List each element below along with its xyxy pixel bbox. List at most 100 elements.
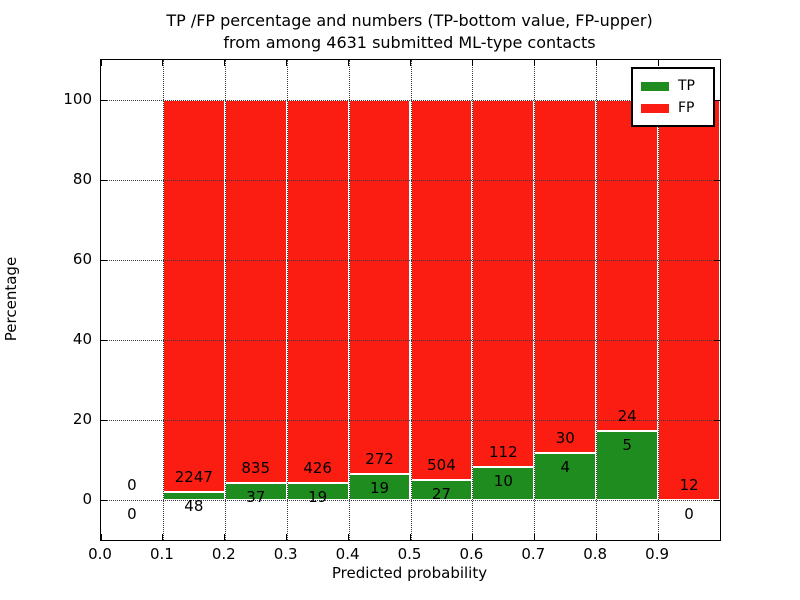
x-gridline [472, 60, 474, 540]
x-tick-bottom [595, 534, 597, 540]
x-tick-label: 0.5 [397, 545, 422, 563]
tp-count-label: 27 [431, 484, 451, 503]
x-gridline [410, 60, 412, 540]
x-axis-label: Predicted probability [331, 564, 488, 582]
fp-count-label: 12 [679, 476, 699, 494]
annotations-layer: 0 0 2247 48 835 37 426 19 272 19 504 27 112 10 30 4 24 5 1… [101, 60, 720, 540]
y-tick-left [101, 339, 107, 341]
x-tick-top [410, 60, 411, 66]
y-tick-label: 80 [72, 170, 92, 188]
chart-title: TP /FP percentage and numbers (TP-bottom… [100, 10, 719, 54]
fp-count-label: 24 [617, 407, 637, 426]
fp-count-label: 30 [555, 428, 575, 447]
x-tick-top [533, 60, 535, 66]
x-tick-top [162, 60, 164, 66]
x-tick-bottom [286, 534, 288, 540]
fp-bar [286, 100, 349, 483]
fp-bar [224, 100, 287, 484]
fp-count-label: 2247 [174, 467, 213, 486]
x-tick-bottom [657, 534, 659, 540]
tp-bar [596, 431, 659, 500]
x-tick-bottom [162, 534, 164, 540]
fp-bar [596, 100, 659, 432]
x-tick-label: 0.2 [211, 545, 236, 563]
y-tick-right [714, 419, 720, 421]
legend: TP FP [631, 67, 715, 127]
fp-bar [658, 100, 720, 500]
x-tick-label: 0.7 [521, 545, 546, 563]
bars-layer [101, 60, 720, 540]
x-tick-bottom [100, 534, 102, 540]
x-tick-label: 0.9 [645, 545, 670, 563]
x-tick-top [100, 60, 102, 66]
fp-bar [162, 100, 225, 492]
x-tick-bottom [348, 534, 350, 540]
x-tick-top [471, 60, 473, 66]
fp-count-label: 112 [489, 443, 518, 462]
x-tick-top [224, 60, 226, 66]
tp-legend-label: TP [678, 78, 695, 94]
chart-title-line-2: from among 4631 submitted ML-type contac… [223, 33, 596, 52]
y-tick-right [714, 179, 720, 181]
fp-count-label: 426 [303, 458, 332, 477]
y-tick-left [101, 259, 107, 261]
x-tick-label: 0.0 [88, 545, 112, 563]
x-tick-bottom [471, 534, 473, 540]
fp-bar [348, 100, 411, 474]
y-tick-right [714, 339, 720, 341]
tp-count-label: 37 [246, 488, 266, 507]
tp-legend-swatch [641, 81, 669, 91]
y-tick-left [101, 419, 107, 421]
grid-layer [100, 60, 720, 540]
fp-count-label: 272 [365, 449, 394, 468]
tp-bar [534, 452, 597, 500]
x-gridline [658, 60, 660, 540]
x-gridline [596, 60, 598, 540]
y-tick-left [101, 179, 107, 181]
x-tick-top [657, 60, 659, 66]
x-tick-top [348, 60, 350, 66]
x-tick-top [286, 60, 288, 66]
tp-count-label: 0 [127, 505, 137, 523]
y-tick-label: 100 [63, 90, 92, 108]
x-tick-label: 0.1 [149, 545, 174, 563]
x-tick-bottom [410, 534, 411, 540]
y-tick-label: 0 [82, 490, 92, 508]
x-gridline [162, 60, 164, 540]
tp-count-label: 0 [684, 505, 694, 523]
tp-count-label: 48 [184, 496, 204, 515]
tp-count-label: 10 [493, 472, 513, 491]
x-tick-label: 0.6 [459, 545, 484, 563]
legend-item-tp: TP [641, 75, 707, 97]
y-tick-right [714, 99, 720, 101]
x-tick-label: 0.8 [583, 545, 608, 563]
y-tick-label: 60 [72, 250, 92, 268]
x-tick-bottom [533, 534, 535, 540]
x-gridline [286, 60, 288, 540]
fp-legend-swatch [641, 103, 669, 113]
y-tick-left [101, 99, 107, 101]
y-tick-label: 40 [72, 330, 92, 348]
x-tick-top [595, 60, 597, 66]
y-tick-left [101, 499, 107, 501]
fp-count-label: 835 [241, 459, 271, 478]
fp-count-label: 0 [127, 476, 137, 494]
plot-area: 0 0 2247 48 835 37 426 19 272 19 504 27 112 10 30 4 24 5 1… [100, 59, 721, 541]
legend-item-fp: FP [641, 97, 707, 119]
x-tick-label: 0.4 [335, 545, 360, 563]
x-tick-label: 0.3 [273, 545, 298, 563]
tp-count-label: 19 [370, 478, 390, 497]
tp-count-label: 5 [622, 436, 632, 455]
tp-count-label: 4 [560, 457, 571, 476]
y-tick-right [714, 499, 720, 501]
x-gridline [224, 60, 226, 540]
y-tick-label: 20 [72, 410, 92, 428]
x-tick-bottom [224, 534, 226, 540]
fp-legend-label: FP [678, 100, 695, 116]
y-tick-right [714, 259, 720, 261]
fp-count-label: 504 [427, 455, 456, 474]
x-gridline [348, 60, 350, 540]
y-axis-label: Percentage [2, 256, 20, 342]
chart-title-line-1: TP /FP percentage and numbers (TP-bottom… [166, 11, 653, 30]
